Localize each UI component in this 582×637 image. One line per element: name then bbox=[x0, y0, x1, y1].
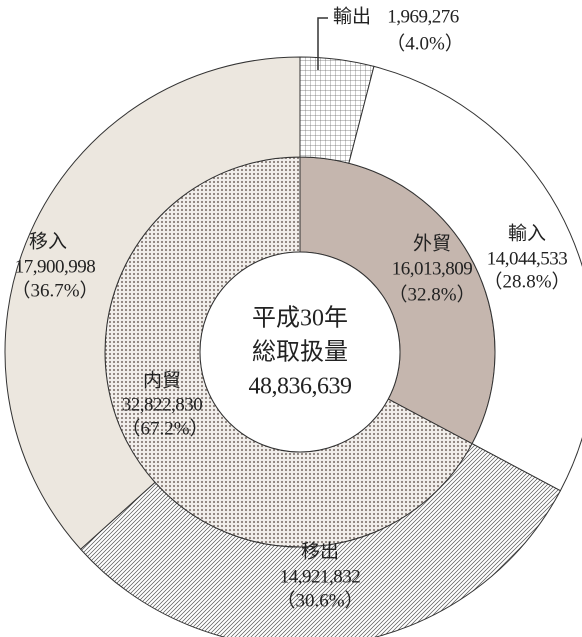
center-label: 総取扱量 bbox=[252, 339, 348, 366]
slice-label: 移出 bbox=[301, 540, 339, 562]
value-label: 1,969,276 bbox=[387, 6, 459, 27]
value-label: 17,900,998 bbox=[15, 256, 96, 277]
slice-label: 輸入 bbox=[508, 222, 546, 244]
value-label: 14,044,533 bbox=[487, 248, 568, 269]
value-label: 16,013,809 bbox=[392, 258, 473, 279]
percent-label: （32.8%） bbox=[388, 283, 475, 305]
percent-label: （67.2%） bbox=[121, 417, 208, 439]
value-label: 32,822,830 bbox=[122, 394, 203, 415]
center-year: 平成30年 bbox=[252, 305, 348, 332]
slice-label: 内貿 bbox=[143, 369, 181, 391]
labels: 輸出 1,969,276 （4.0%） 輸入 14,044,533 （28.8%… bbox=[11, 5, 570, 611]
slices bbox=[4, 56, 582, 637]
percent-label: （4.0%） bbox=[386, 32, 464, 54]
center-hole bbox=[199, 251, 401, 453]
slice-label: 輸出 bbox=[333, 5, 371, 27]
slice-label: 外貿 bbox=[413, 232, 451, 254]
percent-label: （36.7%） bbox=[11, 279, 98, 301]
value-label: 14,921,832 bbox=[280, 566, 361, 587]
slice-label: 移入 bbox=[29, 230, 67, 252]
slice bbox=[348, 65, 582, 492]
percent-label: （28.8%） bbox=[483, 270, 570, 292]
center-total: 48,836,639 bbox=[249, 374, 353, 400]
slice bbox=[4, 56, 301, 550]
slice bbox=[79, 443, 562, 637]
percent-label: （30.6%） bbox=[276, 589, 363, 611]
leader-line bbox=[317, 17, 328, 70]
